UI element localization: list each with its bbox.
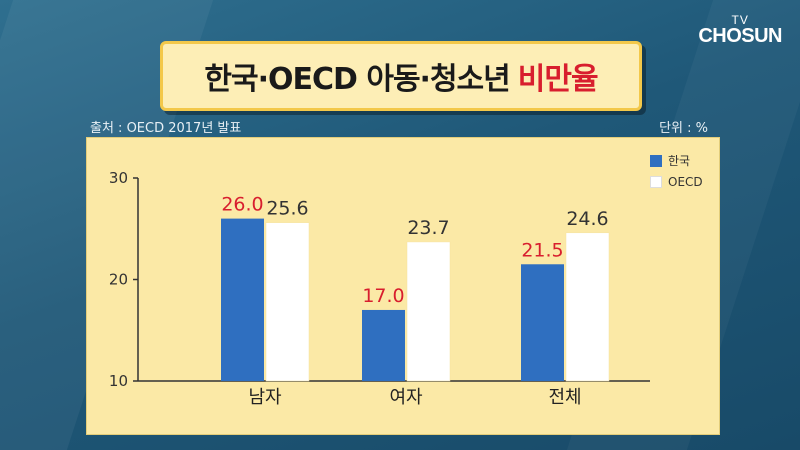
channel-logo: TV CHOSUN [698, 14, 782, 46]
logo-line2: CHOSUN [698, 25, 782, 47]
legend-swatch-oecd [650, 176, 662, 188]
source-note: 출처 : OECD 2017년 발표 [90, 121, 242, 136]
legend-label-korea: 한국 [668, 154, 691, 168]
logo-line1: TV [731, 13, 749, 27]
bar-korea [362, 309, 405, 381]
bar-oecd [265, 222, 310, 382]
data-label: 26.0 [221, 194, 263, 216]
category-label: 여자 [389, 387, 423, 408]
legend-item-korea: 한국 [650, 152, 703, 169]
category-label: 남자 [248, 387, 282, 408]
bar-korea [221, 218, 264, 381]
data-label: 25.6 [266, 198, 308, 220]
data-label: 23.7 [407, 217, 449, 239]
chart-title: 한국·OECD 아동·청소년 비만율 [160, 41, 642, 111]
bar-korea [521, 264, 564, 381]
legend-label-oecd: OECD [668, 175, 703, 189]
unit-note: 단위 : % [659, 121, 708, 136]
data-label: 21.5 [521, 239, 563, 261]
y-tick-label: 10 [109, 372, 128, 390]
legend-swatch-korea [650, 154, 662, 167]
title-accent: 비만율 [517, 62, 599, 97]
title-main: 한국·OECD 아동·청소년 [204, 62, 510, 97]
legend-item-oecd: OECD [650, 175, 703, 189]
y-tick-label: 30 [109, 169, 128, 187]
bar-oecd [406, 241, 451, 382]
y-tick-label: 20 [109, 271, 128, 289]
data-label: 24.6 [566, 208, 608, 230]
legend: 한국 OECD [650, 152, 703, 195]
bar-oecd [565, 232, 610, 382]
data-label: 17.0 [362, 285, 404, 307]
category-label: 전체 [548, 387, 581, 408]
chart-panel [86, 137, 720, 435]
